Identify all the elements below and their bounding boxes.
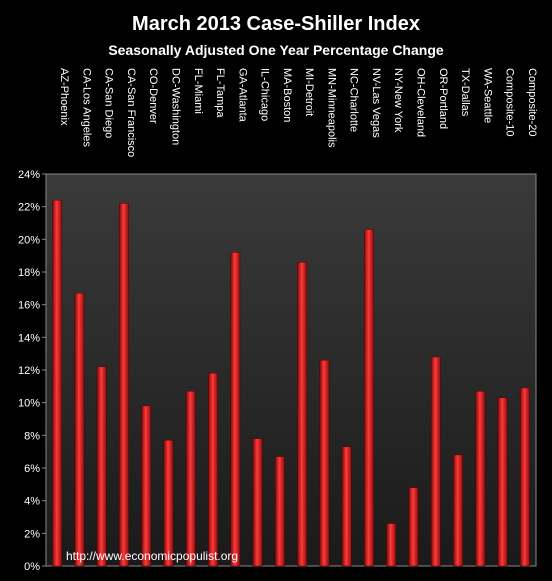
y-tick-label: 8% (24, 430, 40, 442)
y-axis: 0% 2% 4% 6% 8% 10% 12% 14% 16% 18% 20% 22% 24% (18, 169, 46, 573)
y-tick-label: 0% (24, 561, 40, 573)
bar-ca-san-francisco (119, 203, 129, 567)
chart-subtitle: Seasonally Adjusted One Year Percentage … (108, 42, 444, 58)
bar-az-phoenix (52, 199, 63, 567)
bar-fl-miami (185, 390, 196, 567)
category-label: MA-Boston (281, 68, 293, 122)
category-label: Composite-20 (526, 68, 538, 136)
y-tick-label: 12% (18, 365, 40, 377)
bar-mn-minneapolis (319, 359, 330, 567)
category-label: MN-Minneapolis (325, 68, 337, 148)
category-label: MI-Detroit (303, 68, 315, 116)
watermark-url: http://www.economicpopulist.org (66, 549, 238, 563)
bar-ma-boston (274, 456, 285, 567)
category-labels: AZ-Phoenix CA-Los Angeles CA-San Diego CA-S… (58, 68, 538, 157)
y-tick-label: 4% (24, 496, 40, 508)
y-tick-label: 20% (18, 234, 40, 246)
bar-ca-san-diego (96, 366, 107, 567)
y-tick-label: 22% (18, 202, 40, 214)
bar-co-denver (141, 405, 152, 567)
bar-ga-atlanta (230, 252, 241, 567)
chart-title: March 2013 Case-Shiller Index (132, 13, 420, 35)
y-tick-label: 16% (18, 300, 40, 312)
y-tick-label: 24% (18, 169, 40, 181)
category-label: DC-Washington (170, 68, 182, 145)
category-label: CA-San Diego (103, 68, 115, 138)
category-label: NC-Charlotte (348, 68, 360, 132)
category-label: OH-Cleveland (415, 68, 427, 137)
bar-ca-los-angeles (74, 292, 85, 567)
bar-tx-dallas (453, 454, 463, 567)
category-label: TX-Dallas (459, 68, 471, 117)
bar-fl-tampa (208, 373, 218, 567)
category-label: NY-New York (392, 68, 404, 133)
bars (52, 199, 530, 567)
category-label: FL-Miami (192, 68, 204, 114)
y-tick-label: 18% (18, 267, 40, 279)
category-label: Composite-10 (504, 68, 516, 136)
bar-nv-las-vegas (364, 229, 374, 567)
bar-wa-seattle (475, 390, 486, 567)
category-label: CA-Los Angeles (80, 68, 92, 147)
y-tick-label: 2% (24, 528, 40, 540)
bar-composite-10 (497, 397, 508, 567)
bar-oh-cleveland (408, 487, 419, 567)
y-tick-label: 10% (18, 398, 40, 410)
bar-or-portland (430, 356, 441, 567)
category-label: IL-Chicago (259, 68, 271, 121)
bar-il-chicago (252, 438, 263, 567)
bar-nc-charlotte (341, 446, 352, 567)
bar-ny-new-york (386, 523, 397, 567)
category-label: CO-Denver (147, 68, 159, 124)
category-label: WA-Seattle (481, 68, 493, 123)
category-label: NV-Las Vegas (370, 68, 382, 138)
category-label: AZ-Phoenix (58, 68, 70, 126)
bar-composite-20 (519, 387, 530, 567)
y-tick-label: 6% (24, 463, 40, 475)
bar-dc-washington (163, 439, 174, 567)
y-tick-label: 14% (18, 332, 40, 344)
bar-mi-detroit (297, 261, 308, 567)
category-label: GA-Atlanta (236, 68, 248, 123)
category-label: FL-Tampa (214, 68, 226, 118)
category-label: OR-Portland (437, 68, 449, 129)
category-label: CA-San Francisco (125, 68, 137, 157)
